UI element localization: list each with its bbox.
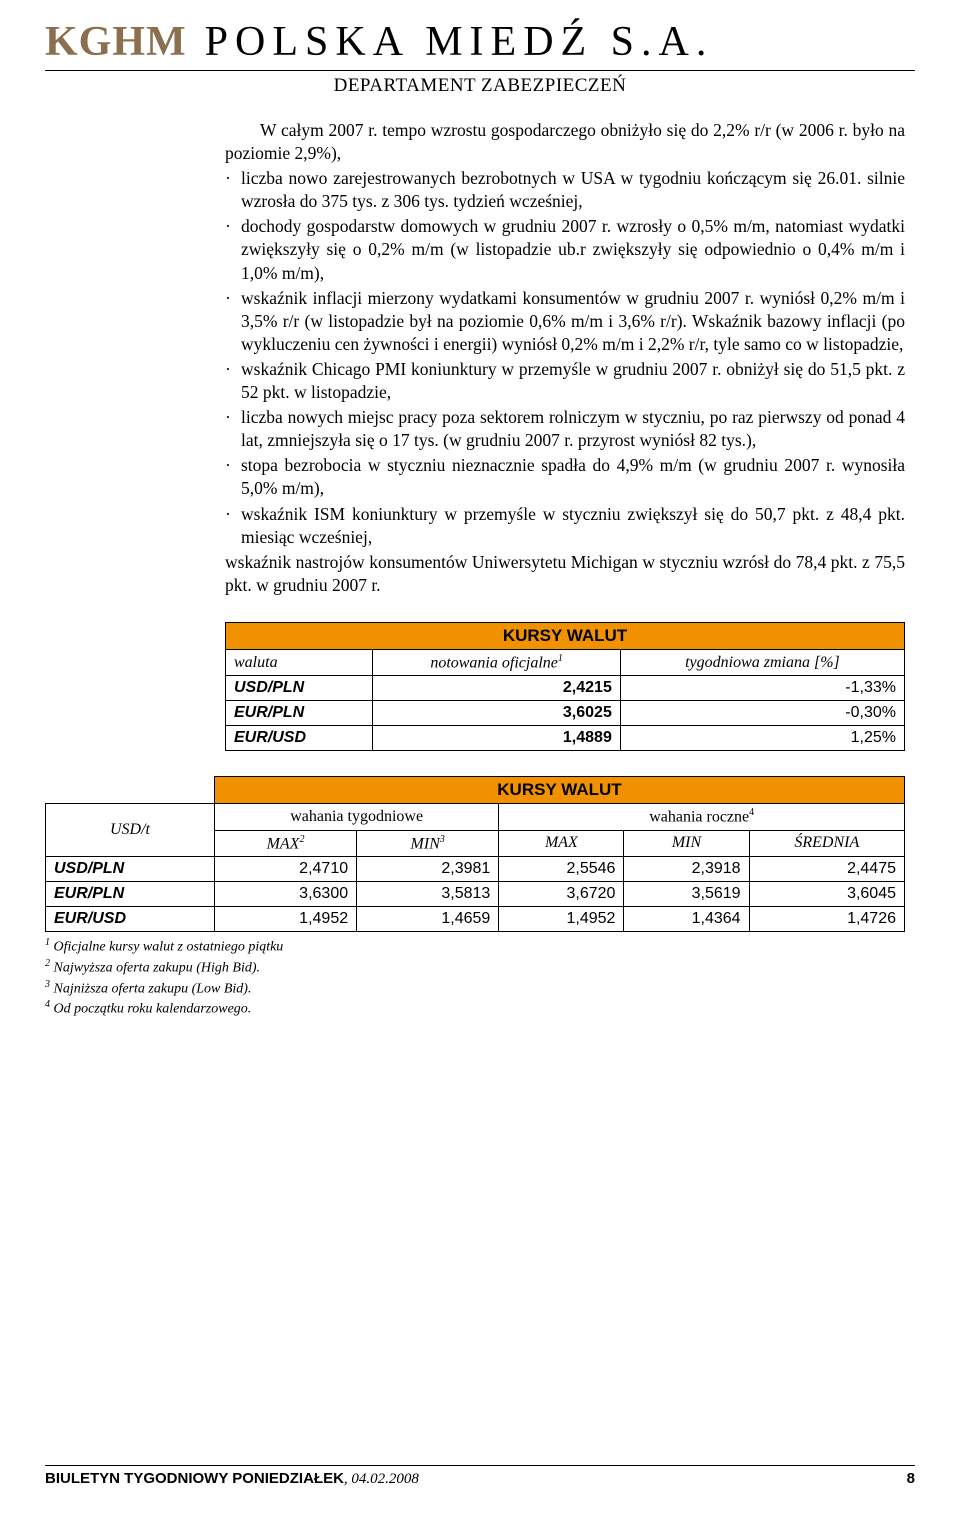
paragraph-last: wskaźnik nastrojów konsumentów Uniwersyt… xyxy=(225,551,905,597)
unit-label: USD/t xyxy=(46,804,215,857)
footnote-2: 2 Najwyższa oferta zakupu (High Bid). xyxy=(45,957,905,978)
table-subheader: waluta notowania oficjalne1 tygodniowa z… xyxy=(226,649,905,675)
currency-table-1: KURSY WALUT waluta notowania oficjalne1 … xyxy=(225,622,905,751)
bullet-item: ·liczba nowo zarejestrowanych bezrobotny… xyxy=(225,167,905,213)
table-row: EUR/PLN3,63003,58133,67203,56193,6045 xyxy=(46,881,905,906)
table-row: EUR/USD1,48891,25% xyxy=(226,726,905,751)
footer-title: BIULETYN TYGODNIOWY PONIEDZIAŁEK, 04.02.… xyxy=(45,1470,419,1488)
company-line: KGHM POLSKA MIEDŹ S.A. xyxy=(45,18,915,66)
bullet-item: ·wskaźnik ISM koniunktury w przemyśle w … xyxy=(225,503,905,549)
table-row: USD/PLN2,4215-1,33% xyxy=(226,676,905,701)
table-title: KURSY WALUT xyxy=(214,777,904,804)
bullet-item: ·liczba nowych miejsc pracy poza sektore… xyxy=(225,406,905,452)
company-name: POLSKA MIEDŹ S.A. xyxy=(205,18,714,66)
group-yearly: wahania roczne4 xyxy=(499,804,905,830)
col-change: tygodniowa zmiana [%] xyxy=(620,649,904,675)
group-weekly: wahania tygodniowe xyxy=(214,804,498,830)
bullet-item: ·wskaźnik Chicago PMI koniunktury w prze… xyxy=(225,358,905,404)
department-name: DEPARTAMENT ZABEZPIECZEŃ xyxy=(45,75,915,97)
paragraph-intro: W całym 2007 r. tempo wzrostu gospodarcz… xyxy=(225,119,905,165)
table-subheader-groups: USD/t wahania tygodniowe wahania roczne4 xyxy=(46,804,905,830)
page-footer: BIULETYN TYGODNIOWY PONIEDZIAŁEK, 04.02.… xyxy=(45,1465,915,1488)
page-number: 8 xyxy=(907,1470,915,1488)
brand-logo: KGHM xyxy=(45,18,187,66)
col-currency: waluta xyxy=(226,649,373,675)
footnote-1: 1 Oficjalne kursy walut z ostatniego pią… xyxy=(45,936,905,957)
page-header: KGHM POLSKA MIEDŹ S.A. xyxy=(45,18,915,71)
table-row: EUR/PLN3,6025-0,30% xyxy=(226,701,905,726)
bullet-item: ·stopa bezrobocia w styczniu nieznacznie… xyxy=(225,454,905,500)
currency-table-2: KURSY WALUT USD/t wahania tygodniowe wah… xyxy=(45,776,905,1019)
table-row: USD/PLN2,47102,39812,55462,39182,4475 xyxy=(46,856,905,881)
table-title: KURSY WALUT xyxy=(226,622,905,649)
body-text: W całym 2007 r. tempo wzrostu gospodarcz… xyxy=(225,119,905,597)
col-official: notowania oficjalne1 xyxy=(373,649,621,675)
footnote-3: 3 Najniższa oferta zakupu (Low Bid). xyxy=(45,978,905,999)
bullet-item: ·dochody gospodarstw domowych w grudniu … xyxy=(225,215,905,284)
table-row: EUR/USD1,49521,46591,49521,43641,4726 xyxy=(46,906,905,931)
footnotes: 1 Oficjalne kursy walut z ostatniego pią… xyxy=(45,936,905,1019)
footnote-4: 4 Od początku roku kalendarzowego. xyxy=(45,998,905,1019)
bullet-item: ·wskaźnik inflacji mierzony wydatkami ko… xyxy=(225,287,905,356)
